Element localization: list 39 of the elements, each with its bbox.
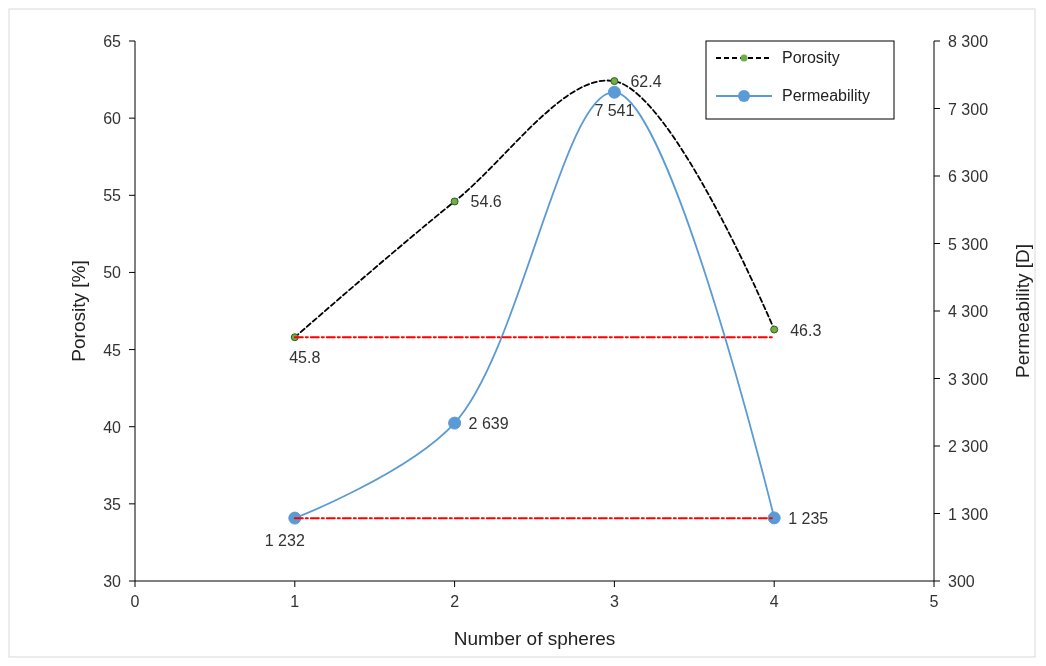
- point: [448, 416, 462, 430]
- x-tick-label: 5: [929, 593, 939, 610]
- y-tick-label: 65: [103, 33, 122, 50]
- y-tick-label: 30: [103, 573, 122, 590]
- point: [607, 85, 621, 99]
- x-tick-label: 2: [450, 593, 460, 610]
- data-label: 7 541: [594, 102, 635, 120]
- data-label: 1 232: [264, 532, 305, 550]
- x-tick-label: 4: [769, 593, 779, 610]
- x-tick-label: 1: [290, 593, 300, 610]
- y2-axis-title: Permeability [D]: [1012, 243, 1033, 379]
- y-tick-label: 60: [103, 110, 122, 128]
- data-label: 2 639: [468, 415, 509, 433]
- y-tick-label: 45: [103, 341, 122, 359]
- y2-tick-label: 3 300: [948, 370, 989, 388]
- y2-tick-label: 1 300: [948, 505, 989, 523]
- y-tick-label: 50: [103, 264, 122, 282]
- data-label: 62.4: [630, 73, 662, 91]
- legend-label: Porosity: [782, 49, 840, 66]
- y2-tick-label: 4 300: [948, 303, 989, 320]
- legend-label: Permeability: [782, 87, 871, 104]
- data-label: 54.6: [470, 193, 502, 211]
- data-label: 45.8: [289, 349, 321, 367]
- y-tick-label: 40: [103, 418, 122, 436]
- y2-tick-label: 300: [948, 573, 975, 590]
- y2-tick-label: 5 300: [948, 235, 989, 253]
- y-tick-label: 55: [103, 187, 122, 205]
- x-tick-label: 3: [609, 593, 619, 610]
- y2-tick-label: 8 300: [948, 33, 989, 50]
- y2-tick-label: 7 300: [948, 100, 989, 118]
- y-axis-title: Porosity [%]: [68, 260, 89, 362]
- y2-tick-label: 2 300: [948, 438, 989, 455]
- point: [767, 511, 781, 525]
- x-tick-label: 0: [130, 593, 140, 610]
- y2-tick-label: 6 300: [948, 168, 989, 185]
- y-tick-label: 35: [103, 495, 122, 513]
- data-label: 1 235: [788, 509, 829, 527]
- x-axis-title: Number of spheres: [453, 628, 616, 649]
- data-label: 46.3: [790, 321, 822, 339]
